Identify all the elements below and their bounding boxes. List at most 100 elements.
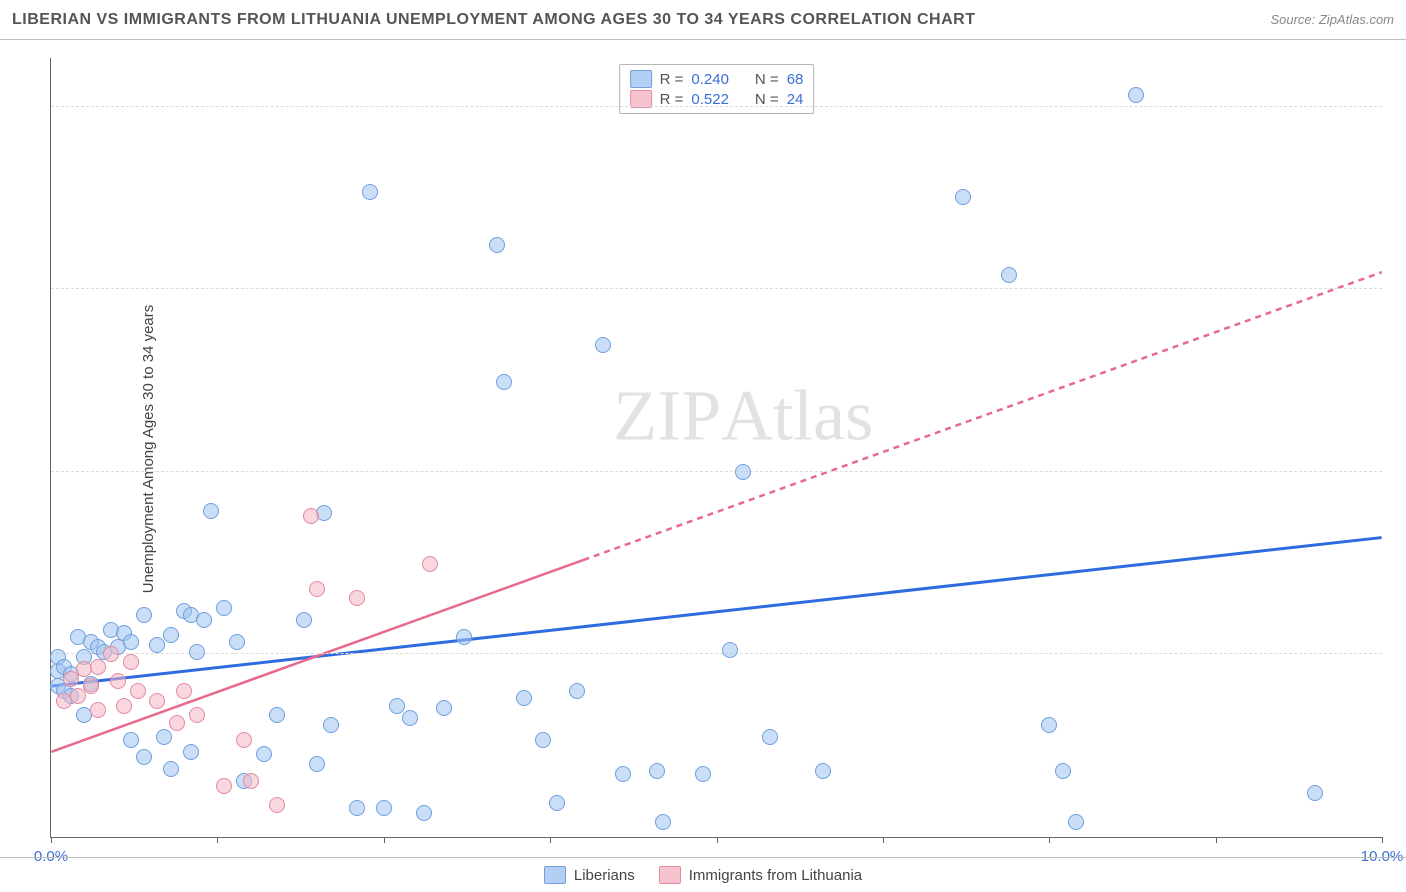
- data-point: [1041, 717, 1057, 733]
- legend-label: Immigrants from Lithuania: [689, 867, 862, 884]
- data-point: [116, 698, 132, 714]
- data-point: [695, 766, 711, 782]
- chart-title: LIBERIAN VS IMMIGRANTS FROM LITHUANIA UN…: [12, 11, 975, 29]
- data-point: [349, 590, 365, 606]
- data-point: [1307, 785, 1323, 801]
- n-value: 68: [787, 71, 804, 88]
- legend-swatch: [659, 866, 681, 884]
- data-point: [762, 729, 778, 745]
- x-tick: [1216, 837, 1217, 843]
- data-point: [216, 600, 232, 616]
- data-point: [595, 337, 611, 353]
- data-point: [110, 673, 126, 689]
- data-point: [90, 659, 106, 675]
- x-tick: [717, 837, 718, 843]
- plot-area-wrapper: Unemployment Among Ages 30 to 34 years Z…: [0, 40, 1406, 858]
- r-value: 0.240: [691, 71, 729, 88]
- chart-source: Source: ZipAtlas.com: [1270, 12, 1394, 27]
- data-point: [269, 797, 285, 813]
- x-tick: [384, 837, 385, 843]
- data-point: [1055, 763, 1071, 779]
- gridline: [51, 471, 1382, 472]
- watermark-bold: ZIP: [613, 376, 721, 456]
- data-point: [269, 707, 285, 723]
- data-point: [203, 503, 219, 519]
- legend-item: Immigrants from Lithuania: [659, 866, 862, 884]
- data-point: [456, 629, 472, 645]
- data-point: [422, 556, 438, 572]
- data-point: [416, 805, 432, 821]
- data-point: [123, 634, 139, 650]
- y-tick-label: 15.0%: [1392, 446, 1406, 463]
- data-point: [722, 642, 738, 658]
- data-point: [83, 678, 99, 694]
- data-point: [130, 683, 146, 699]
- data-point: [349, 800, 365, 816]
- r-label: R =: [660, 71, 684, 88]
- watermark: ZIPAtlas: [613, 375, 873, 458]
- data-point: [323, 717, 339, 733]
- data-point: [163, 627, 179, 643]
- data-point: [103, 646, 119, 662]
- gridline: [51, 106, 1382, 107]
- data-point: [256, 746, 272, 762]
- data-point: [436, 700, 452, 716]
- trend-lines: [51, 58, 1382, 837]
- data-point: [1128, 87, 1144, 103]
- data-point: [815, 763, 831, 779]
- data-point: [496, 374, 512, 390]
- data-point: [309, 581, 325, 597]
- data-point: [655, 814, 671, 830]
- y-tick-label: 22.5%: [1392, 264, 1406, 281]
- data-point: [389, 698, 405, 714]
- y-tick-label: 7.5%: [1392, 629, 1406, 646]
- data-point: [649, 763, 665, 779]
- legend-swatch: [544, 866, 566, 884]
- x-tick: [1049, 837, 1050, 843]
- data-point: [243, 773, 259, 789]
- n-label: N =: [755, 71, 779, 88]
- data-point: [189, 644, 205, 660]
- data-point: [90, 702, 106, 718]
- series-legend: Liberians Immigrants from Lithuania: [0, 857, 1406, 892]
- data-point: [216, 778, 232, 794]
- x-tick: [550, 837, 551, 843]
- legend-item: Liberians: [544, 866, 635, 884]
- data-point: [156, 729, 172, 745]
- data-point: [569, 683, 585, 699]
- legend-row: R = 0.240 N = 68: [630, 69, 804, 89]
- data-point: [183, 744, 199, 760]
- data-point: [615, 766, 631, 782]
- data-point: [169, 715, 185, 731]
- data-point: [189, 707, 205, 723]
- x-tick: [883, 837, 884, 843]
- scatter-plot: ZIPAtlas R =0.240N =68R =0.522N =24 7.5%…: [50, 58, 1382, 838]
- data-point: [402, 710, 418, 726]
- data-point: [516, 690, 532, 706]
- chart-header: LIBERIAN VS IMMIGRANTS FROM LITHUANIA UN…: [0, 0, 1406, 40]
- y-tick-label: 30.0%: [1392, 81, 1406, 98]
- data-point: [309, 756, 325, 772]
- data-point: [735, 464, 751, 480]
- data-point: [1001, 267, 1017, 283]
- data-point: [296, 612, 312, 628]
- x-tick: [51, 837, 52, 843]
- data-point: [149, 693, 165, 709]
- data-point: [136, 607, 152, 623]
- data-point: [176, 683, 192, 699]
- data-point: [549, 795, 565, 811]
- watermark-thin: Atlas: [721, 376, 873, 456]
- data-point: [362, 184, 378, 200]
- data-point: [303, 508, 319, 524]
- data-point: [1068, 814, 1084, 830]
- data-point: [236, 732, 252, 748]
- legend-swatch: [630, 70, 652, 88]
- data-point: [196, 612, 212, 628]
- data-point: [376, 800, 392, 816]
- gridline: [51, 288, 1382, 289]
- data-point: [489, 237, 505, 253]
- gridline: [51, 653, 1382, 654]
- data-point: [163, 761, 179, 777]
- legend-label: Liberians: [574, 867, 635, 884]
- data-point: [955, 189, 971, 205]
